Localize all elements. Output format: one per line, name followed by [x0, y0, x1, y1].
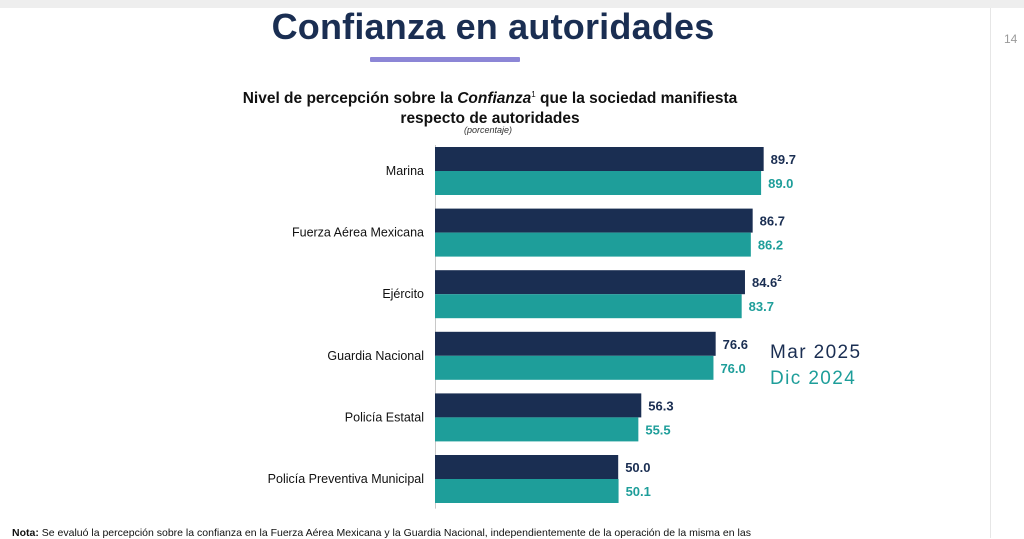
- data-label: 76.0: [720, 361, 745, 376]
- bar-dic-2024: [435, 355, 714, 380]
- data-label: 89.0: [768, 176, 793, 191]
- data-label: 84.62: [752, 274, 782, 290]
- legend-series-dic-2024: Dic 2024: [770, 368, 857, 389]
- page-title: Confianza en autoridades: [271, 6, 715, 47]
- bar-dic-2024: [435, 479, 619, 503]
- footnote: Nota: Se evaluó la percepción sobre la c…: [12, 527, 1002, 539]
- category-label: Fuerza Aérea Mexicana: [292, 226, 424, 240]
- bar-mar-2025: [435, 455, 619, 479]
- subtitle-text-start: Nivel de percepción sobre la: [242, 90, 458, 107]
- data-label: 50.1: [626, 484, 651, 499]
- bar-mar-2025: [435, 208, 753, 233]
- data-label: 86.2: [758, 238, 783, 253]
- data-label: 76.6: [723, 337, 748, 352]
- top-bar: [0, 0, 1024, 8]
- bar-mar-2025: [435, 393, 642, 418]
- subtitle-line2: respecto de autoridades: [400, 110, 580, 127]
- title-underline: [370, 57, 520, 62]
- data-label: 86.7: [760, 214, 785, 229]
- bar-mar-2025: [435, 147, 764, 171]
- category-label: Policía Estatal: [345, 410, 424, 424]
- bar-dic-2024: [435, 171, 762, 195]
- category-label: Policía Preventiva Municipal: [268, 472, 424, 486]
- legend-series-mar-2025: Mar 2025: [770, 342, 862, 363]
- data-label: 50.0: [625, 460, 650, 475]
- chart-subtitle: Nivel de percepción sobre la Confianza1 …: [190, 85, 790, 129]
- page-number: 14: [1004, 32, 1018, 46]
- footnote-text: Se evaluó la percepción sobre la confian…: [38, 527, 751, 539]
- bar-dic-2024: [435, 417, 639, 442]
- data-label: 56.3: [648, 398, 673, 413]
- category-label: Marina: [386, 164, 424, 178]
- data-label: 83.7: [749, 299, 774, 314]
- bar-dic-2024: [435, 294, 742, 319]
- unit-label: (porcentaje): [464, 125, 513, 135]
- category-label: Guardia Nacional: [327, 349, 424, 363]
- subtitle-italic: Confianza: [457, 90, 532, 107]
- bar-mar-2025: [435, 331, 716, 356]
- data-label: 55.5: [645, 422, 670, 437]
- bar-dic-2024: [435, 232, 751, 257]
- subtitle-text-end: que la sociedad manifiesta: [535, 90, 738, 107]
- slide-edge: [990, 8, 991, 538]
- subtitle-footnote-mark: 1: [531, 90, 536, 99]
- data-label-footnote-mark: 2: [777, 274, 782, 283]
- footnote-label: Nota:: [12, 527, 39, 539]
- category-label: Ejército: [382, 287, 424, 301]
- bar-mar-2025: [435, 270, 745, 295]
- data-label: 89.7: [771, 152, 796, 167]
